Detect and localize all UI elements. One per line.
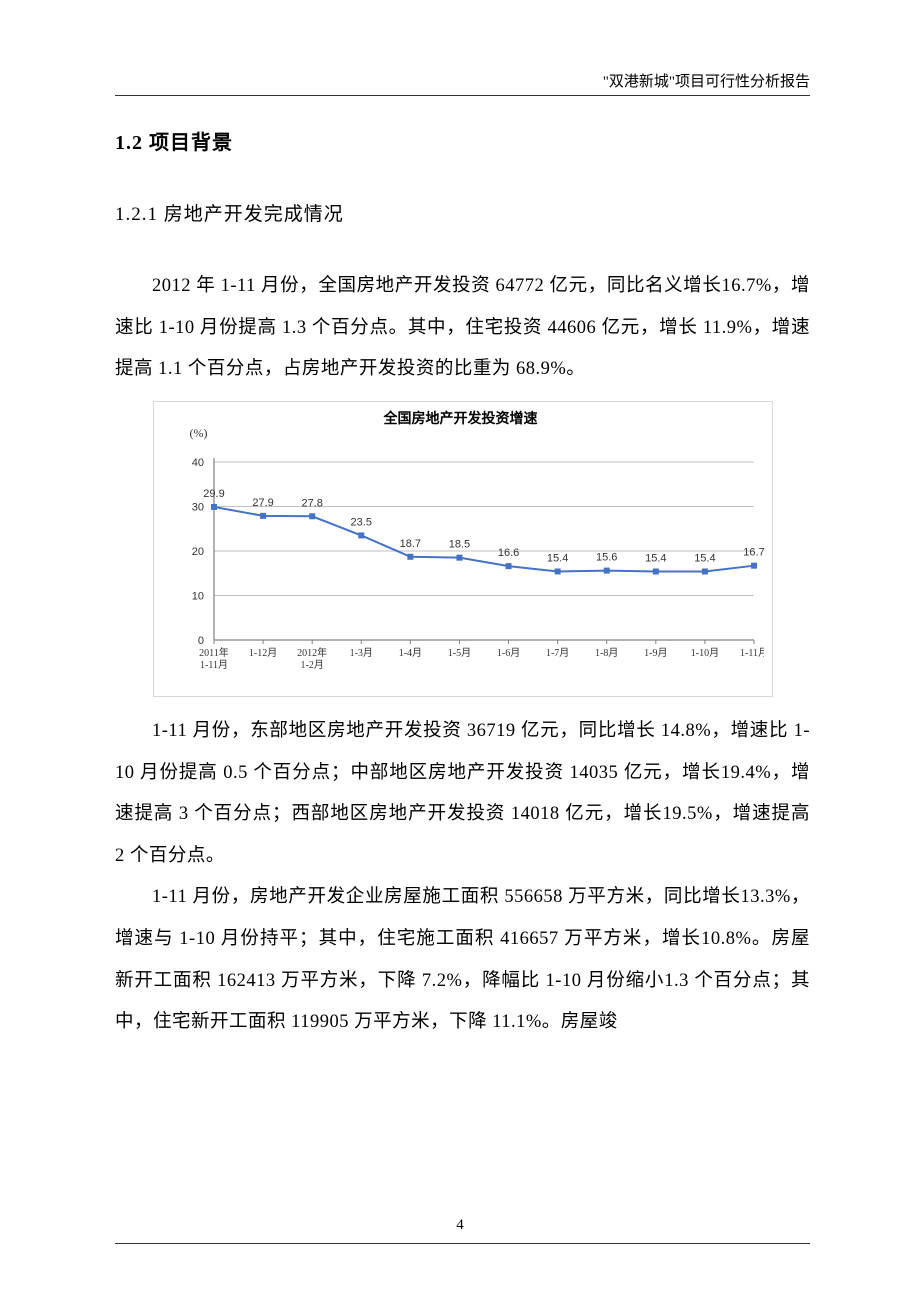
- chart-y-axis-label: (%): [190, 426, 208, 441]
- svg-text:16.6: 16.6: [497, 547, 518, 559]
- heading-2: 1.2 项目背景: [115, 126, 810, 155]
- svg-text:20: 20: [191, 546, 203, 558]
- svg-text:27.8: 27.8: [301, 497, 322, 509]
- svg-text:1-5月: 1-5月: [447, 647, 470, 659]
- heading-3: 1.2.1 房地产开发完成情况: [115, 199, 810, 226]
- svg-text:15.4: 15.4: [546, 552, 567, 564]
- svg-text:1-11月: 1-11月: [200, 659, 228, 671]
- svg-text:0: 0: [197, 635, 203, 647]
- svg-text:15.4: 15.4: [694, 552, 715, 564]
- svg-text:1-9月: 1-9月: [644, 647, 667, 659]
- svg-text:1-8月: 1-8月: [595, 647, 618, 659]
- header-report-title: "双港新城"项目可行性分析报告: [115, 70, 810, 91]
- svg-text:1-3月: 1-3月: [349, 647, 372, 659]
- paragraph-3: 1-11 月份，房地产开发企业房屋施工面积 556658 万平方米，同比增长13…: [115, 877, 810, 1044]
- svg-text:23.5: 23.5: [350, 516, 371, 528]
- chart-container: 全国房地产开发投资增速 (%) 0102030402011年1-11月1-12月…: [153, 401, 773, 697]
- page-number: 4: [0, 1217, 920, 1234]
- svg-text:1-7月: 1-7月: [545, 647, 568, 659]
- svg-text:1-4月: 1-4月: [398, 647, 421, 659]
- svg-text:18.7: 18.7: [399, 538, 420, 550]
- svg-text:18.5: 18.5: [448, 539, 469, 551]
- svg-text:29.9: 29.9: [203, 488, 224, 500]
- svg-text:15.6: 15.6: [596, 551, 617, 563]
- paragraph-1: 2012 年 1-11 月份，全国房地产开发投资 64772 亿元，同比名义增长…: [115, 266, 810, 391]
- svg-text:15.4: 15.4: [645, 552, 666, 564]
- svg-text:16.7: 16.7: [743, 547, 764, 559]
- svg-text:10: 10: [191, 590, 203, 602]
- svg-text:1-12月: 1-12月: [248, 647, 276, 659]
- svg-text:1-2月: 1-2月: [300, 659, 323, 671]
- svg-text:2011年: 2011年: [199, 646, 229, 659]
- chart-title: 全国房地产开发投资增速: [160, 408, 762, 428]
- paragraph-2: 1-11 月份，东部地区房地产开发投资 36719 亿元，同比增长 14.8%，…: [115, 711, 810, 878]
- svg-text:27.9: 27.9: [252, 497, 273, 509]
- svg-text:40: 40: [191, 457, 203, 469]
- footer-rule: [115, 1243, 810, 1244]
- document-page: "双港新城"项目可行性分析报告 1.2 项目背景 1.2.1 房地产开发完成情况…: [0, 0, 920, 1302]
- svg-text:1-11月: 1-11月: [740, 647, 764, 659]
- header-rule: [115, 95, 810, 96]
- svg-text:2012年: 2012年: [297, 646, 327, 659]
- svg-text:1-6月: 1-6月: [496, 647, 519, 659]
- svg-text:30: 30: [191, 501, 203, 513]
- svg-text:1-10月: 1-10月: [690, 647, 718, 659]
- chart-svg: 0102030402011年1-11月1-12月2012年1-2月1-3月1-4…: [160, 430, 764, 688]
